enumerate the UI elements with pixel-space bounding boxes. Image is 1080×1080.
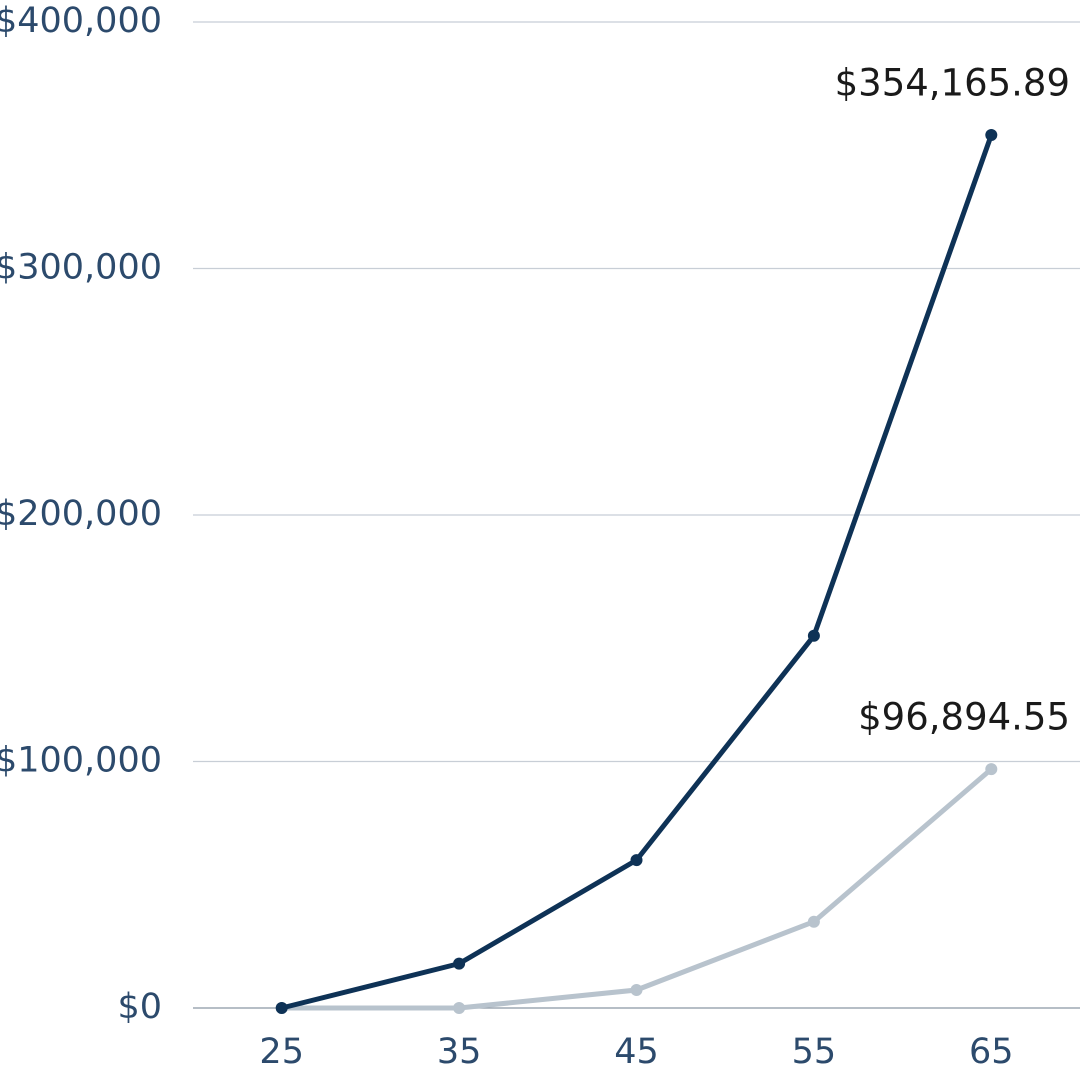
data-point <box>630 984 643 997</box>
x-tick-label: 65 <box>969 1032 1014 1072</box>
series-line <box>281 767 993 1011</box>
y-tick-label: $0 <box>117 987 162 1027</box>
y-tick-label: $100,000 <box>0 741 162 781</box>
data-point <box>275 1002 288 1014</box>
y-tick-label: $200,000 <box>0 494 162 534</box>
data-point <box>985 128 998 141</box>
data-point <box>807 629 820 642</box>
x-tick-label: 45 <box>614 1032 659 1072</box>
data-point <box>453 1002 466 1014</box>
data-label: $354,165.89 <box>835 61 1070 104</box>
data-point <box>985 763 998 776</box>
x-tick-label: 55 <box>792 1032 837 1072</box>
y-tick-label: $300,000 <box>0 248 162 288</box>
series-line <box>281 134 994 1011</box>
data-point <box>630 854 643 867</box>
data-label: $96,894.55 <box>858 696 1070 739</box>
x-tick-label: 35 <box>437 1032 482 1072</box>
x-tick-label: 25 <box>259 1032 304 1072</box>
data-point <box>807 915 820 928</box>
y-tick-label: $400,000 <box>0 1 162 41</box>
data-point <box>453 957 466 970</box>
